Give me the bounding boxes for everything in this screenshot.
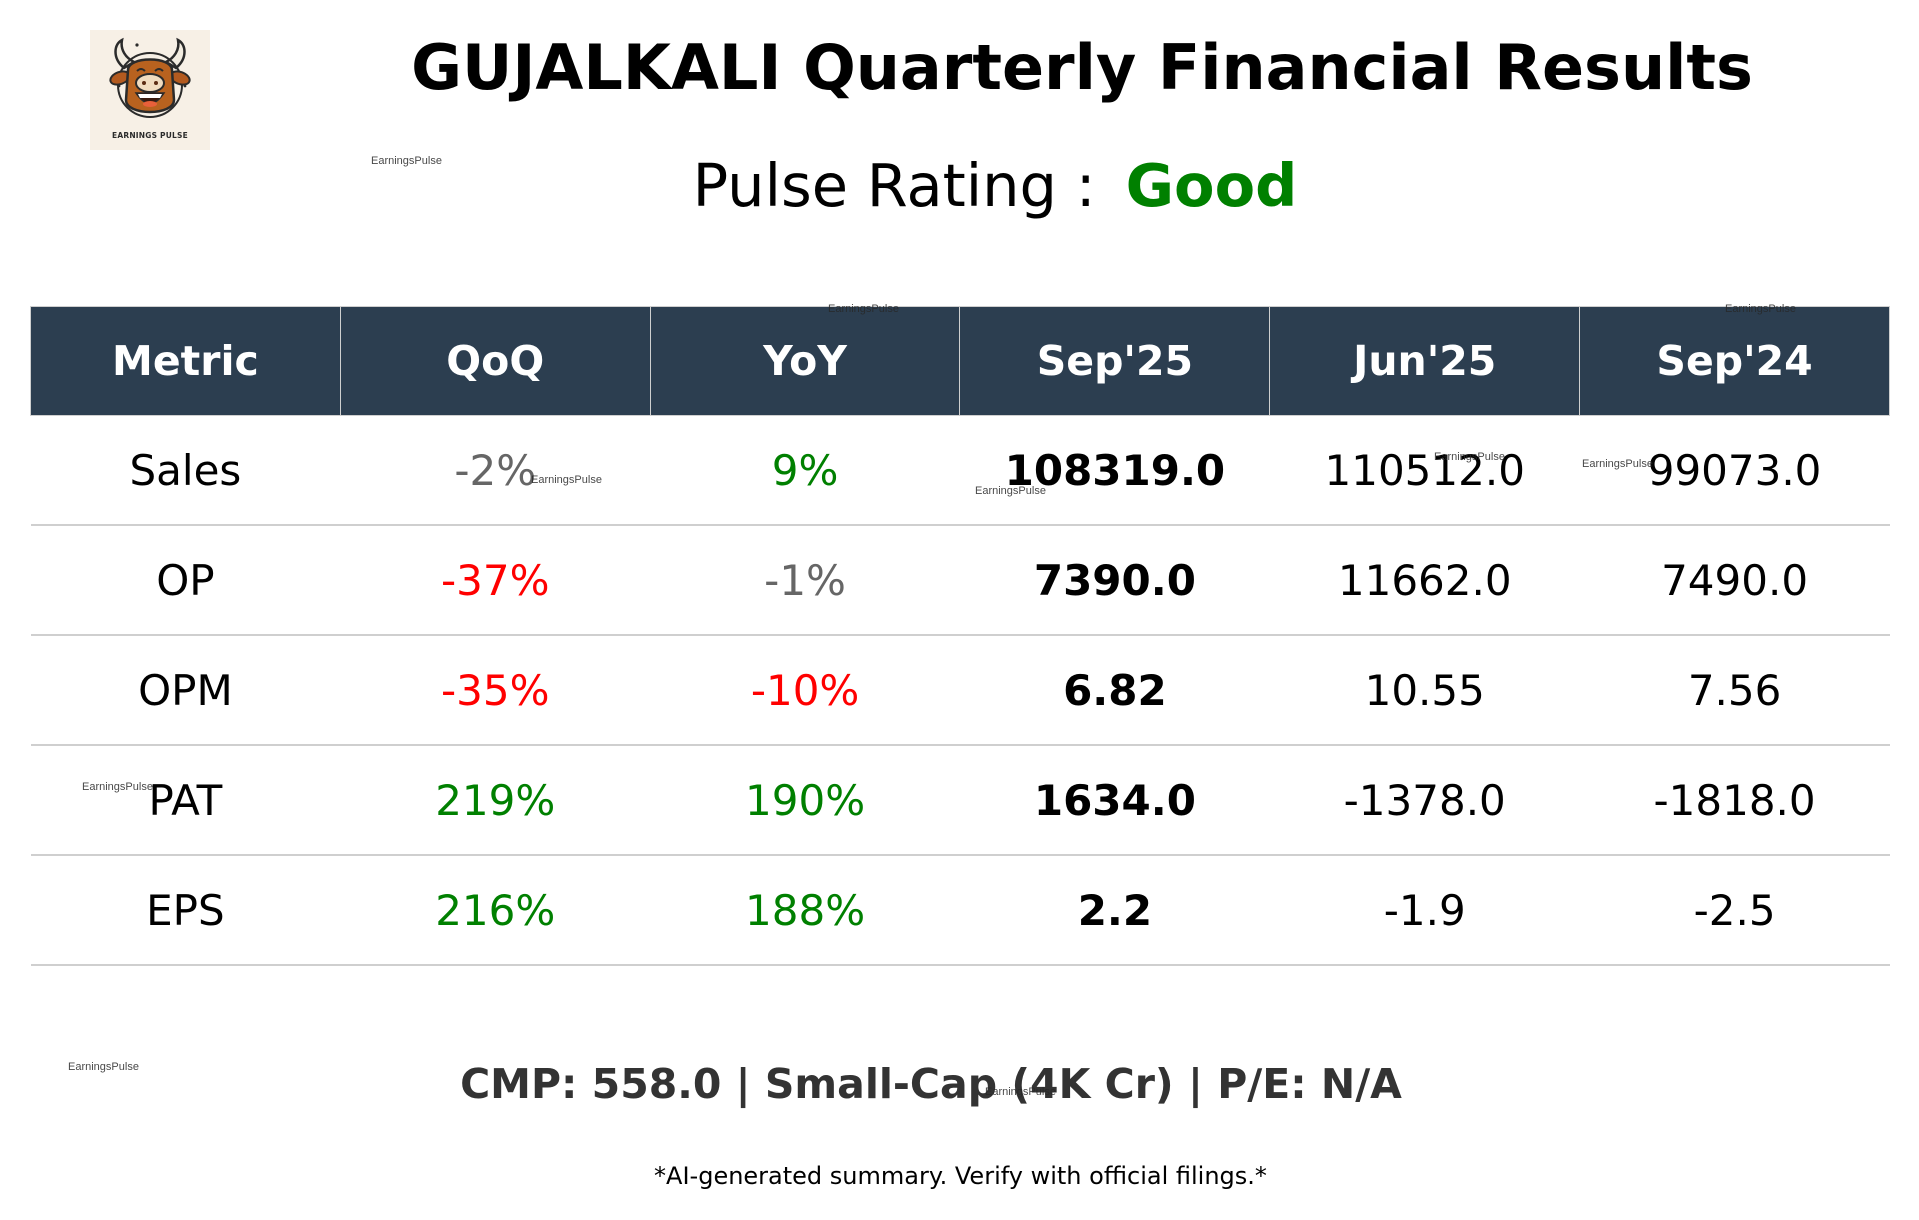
qoq-change: -37%: [340, 525, 651, 636]
prev-quarter-value: 11662.0: [1269, 525, 1580, 636]
table-row: OPM -35% -10% 6.82 10.55 7.56: [30, 635, 1890, 746]
year-ago-value: 7.56: [1579, 635, 1890, 746]
table-row: Sales -2% 9% 108319.0 110512.0 99073.0: [30, 415, 1890, 526]
yoy-change: -1%: [650, 525, 960, 636]
year-ago-value: 99073.0: [1579, 415, 1890, 526]
qoq-change: -35%: [340, 635, 651, 746]
metric-name: OPM: [30, 635, 341, 746]
pulse-rating: Pulse Rating : Good: [0, 148, 1919, 224]
year-ago-value: -2.5: [1579, 855, 1890, 966]
qoq-change: -2%: [340, 415, 651, 526]
yoy-change: 188%: [650, 855, 960, 966]
prev-quarter-value: -1378.0: [1269, 745, 1580, 856]
metric-name: OP: [30, 525, 341, 636]
current-value: 2.2: [959, 855, 1270, 966]
yoy-change: -10%: [650, 635, 960, 746]
metric-name: Sales: [30, 415, 341, 526]
page-title: GUJALKALI Quarterly Financial Results: [411, 31, 1753, 104]
current-value: 7390.0: [959, 525, 1270, 636]
bull-mascot-icon: [109, 37, 191, 118]
col-header-qoq: QoQ: [339, 306, 651, 416]
prev-quarter-value: -1.9: [1269, 855, 1580, 966]
results-table: Metric QoQ YoY Sep'25 Jun'25 Sep'24 Sale…: [30, 306, 1890, 966]
col-header-metric: Metric: [30, 306, 341, 416]
metric-name: PAT: [30, 745, 341, 856]
market-summary: CMP: 558.0 | Small-Cap (4K Cr) | P/E: N/…: [460, 1060, 1402, 1108]
col-header-yoy: YoY: [649, 306, 961, 416]
col-header-current-quarter: Sep'25: [959, 306, 1271, 416]
current-value: 108319.0: [959, 415, 1270, 526]
col-header-previous-quarter: Jun'25: [1269, 306, 1581, 416]
table-row: EPS 216% 188% 2.2 -1.9 -2.5: [30, 855, 1890, 966]
prev-quarter-value: 10.55: [1269, 635, 1580, 746]
prev-quarter-value: 110512.0: [1269, 415, 1580, 526]
pulse-rating-value: Good: [1125, 151, 1298, 220]
current-value: 6.82: [959, 635, 1270, 746]
year-ago-value: -1818.0: [1579, 745, 1890, 856]
earnings-pulse-logo: EARNINGS PULSE: [90, 30, 210, 150]
yoy-change: 190%: [650, 745, 960, 856]
current-value: 1634.0: [959, 745, 1270, 856]
qoq-change: 216%: [340, 855, 651, 966]
yoy-change: 9%: [650, 415, 960, 526]
pulse-rating-label: Pulse Rating :: [692, 151, 1096, 220]
metric-name: EPS: [30, 855, 341, 966]
qoq-change: 219%: [340, 745, 651, 856]
col-header-year-ago-quarter: Sep'24: [1579, 306, 1890, 416]
table-row: PAT 219% 190% 1634.0 -1378.0 -1818.0: [30, 745, 1890, 856]
table-row: OP -37% -1% 7390.0 11662.0 7490.0: [30, 525, 1890, 636]
table-header-row: Metric QoQ YoY Sep'25 Jun'25 Sep'24: [30, 306, 1890, 416]
logo-wordmark: EARNINGS PULSE: [112, 131, 188, 140]
ai-disclaimer: *AI-generated summary. Verify with offic…: [654, 1162, 1267, 1190]
year-ago-value: 7490.0: [1579, 525, 1890, 636]
